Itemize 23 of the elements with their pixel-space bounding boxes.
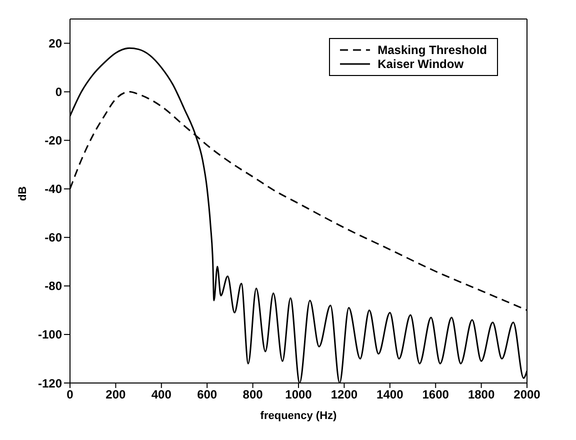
y-tick-label: 0: [55, 85, 62, 100]
x-tick-label: 200: [106, 388, 126, 402]
x-tick-label: 400: [151, 388, 172, 402]
y-tick-label: -100: [38, 328, 62, 342]
legend-label: Kaiser Window: [378, 57, 464, 71]
x-tick-label: 1000: [285, 388, 312, 402]
x-tick-label: 800: [242, 388, 264, 402]
y-axis-title: dB: [16, 186, 29, 201]
x-tick-label: 1400: [376, 388, 404, 402]
legend-label: Masking Threshold: [378, 43, 487, 57]
y-tick-label: -40: [44, 182, 62, 196]
y-tick-label: -60: [44, 230, 62, 245]
x-tick-label: 1200: [330, 388, 358, 402]
x-tick-label: 600: [197, 388, 218, 402]
x-tick-label: 1800: [468, 388, 495, 402]
y-tick-label: -20: [44, 134, 62, 148]
y-tick-label: 20: [48, 36, 62, 51]
x-tick-label: 2000: [514, 388, 541, 402]
x-axis-title: frequency (Hz): [260, 410, 338, 422]
y-tick-label: -120: [38, 376, 62, 390]
x-tick-label: 0: [66, 388, 74, 402]
y-tick-label: -80: [44, 279, 62, 294]
x-tick-label: 1600: [422, 388, 450, 402]
